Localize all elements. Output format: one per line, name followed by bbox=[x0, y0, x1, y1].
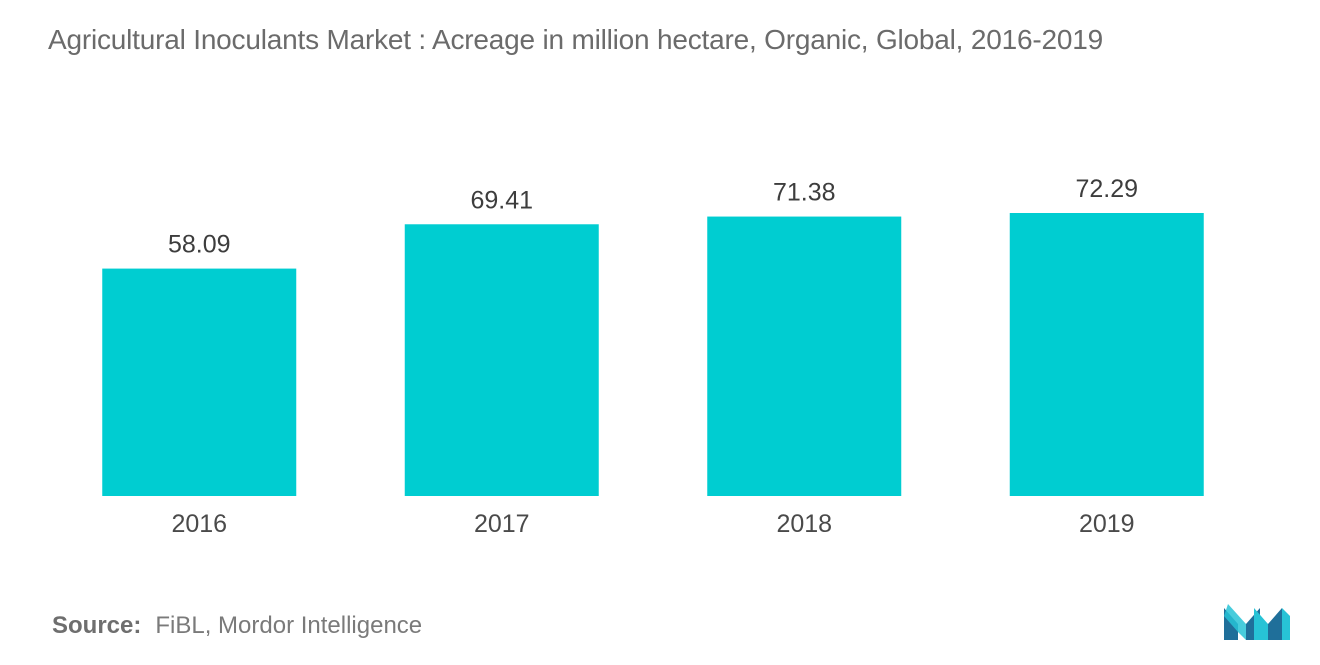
source-note: Source: FiBL, Mordor Intelligence bbox=[52, 612, 422, 640]
x-tick-label-2019: 2019 bbox=[1079, 510, 1135, 538]
value-labels-layer: 58.09 69.41 71.38 72.29 bbox=[168, 175, 1138, 259]
bar-2019 bbox=[1009, 213, 1204, 496]
bar-2016 bbox=[102, 268, 297, 496]
bars-layer bbox=[102, 213, 1204, 497]
source-text: FiBL, Mordor Intelligence bbox=[155, 612, 423, 639]
data-label-2016: 58.09 bbox=[168, 231, 231, 259]
data-label-2019: 72.29 bbox=[1075, 175, 1138, 203]
data-label-2018: 71.38 bbox=[773, 179, 836, 207]
x-axis-tick-labels: 2016 2017 2018 2019 bbox=[171, 510, 1134, 538]
x-tick-label-2017: 2017 bbox=[474, 510, 530, 538]
x-tick-label-2016: 2016 bbox=[171, 510, 227, 538]
bar-2017 bbox=[404, 224, 599, 496]
bar-2018 bbox=[707, 216, 902, 497]
mordor-intelligence-logo-icon bbox=[1224, 604, 1290, 640]
source-label: Source: bbox=[52, 612, 142, 639]
chart-title: Agricultural Inoculants Market : Acreage… bbox=[48, 24, 1103, 55]
data-label-2017: 69.41 bbox=[470, 186, 533, 214]
x-tick-label-2018: 2018 bbox=[776, 510, 832, 538]
